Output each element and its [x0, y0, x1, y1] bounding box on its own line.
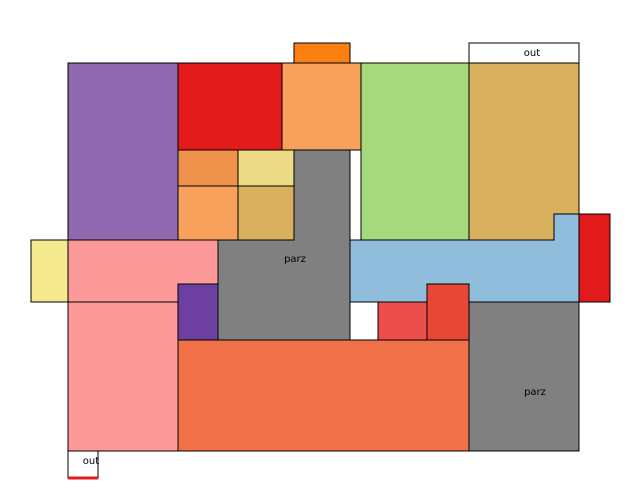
burnt-orange-block [177, 149, 239, 187]
parz-bottom-right-block [468, 301, 580, 452]
parz-center-label: parz [284, 254, 306, 265]
pink-lower-block [67, 301, 179, 452]
coral-red-block [377, 301, 428, 341]
out-top-label: out [524, 48, 540, 59]
out-bottom-label: out [83, 456, 99, 467]
dark-purple-block [177, 283, 219, 341]
tan-small-block [237, 185, 295, 241]
red-orange-block [426, 283, 470, 341]
tan-block [468, 62, 580, 241]
light-orange-block [281, 62, 362, 151]
out-bottom-block [67, 450, 99, 479]
light-orange-small-block [177, 185, 239, 241]
pale-yellow-block [237, 149, 295, 187]
salmon-block [177, 339, 470, 452]
orange-top-block [293, 42, 351, 64]
white-gap-block [349, 301, 379, 341]
parz-bottom-right-label: parz [524, 387, 546, 398]
purple-block [67, 62, 179, 241]
green-block [360, 62, 470, 241]
yellow-left-block [30, 239, 69, 303]
red-block [177, 62, 283, 151]
red-right-block [578, 213, 611, 303]
